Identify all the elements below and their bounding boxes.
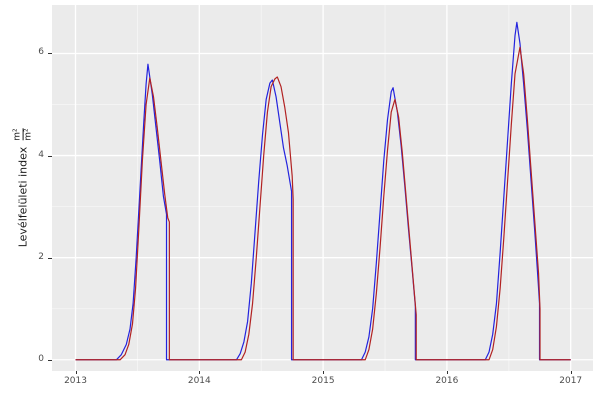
y-tick-mark — [48, 359, 52, 361]
y-axis-unit-fraction: m² m² — [12, 128, 34, 141]
y-tick-mark — [48, 53, 52, 55]
y-axis-title-content: Levélfelületi index m² m² — [12, 128, 34, 248]
x-tick-mark — [75, 371, 77, 374]
y-tick-label: 6 — [38, 47, 44, 58]
y-axis-title: Levélfelületi index m² m² — [2, 5, 44, 371]
unit-numerator: m² — [12, 128, 23, 141]
x-tick-label: 2015 — [311, 376, 335, 386]
x-tick-mark — [446, 371, 448, 374]
y-tick-mark — [48, 257, 52, 259]
x-tick-label: 2017 — [559, 376, 583, 386]
y-tick-mark — [48, 155, 52, 157]
y-tick-label: 4 — [38, 149, 44, 160]
x-tick-label: 2013 — [64, 376, 87, 386]
x-tick-label: 2016 — [435, 376, 459, 386]
chart-canvas — [52, 5, 593, 371]
plot-panel — [52, 5, 593, 371]
series-blue-line — [75, 21, 571, 361]
y-axis-title-text: Levélfelületi index — [16, 146, 30, 248]
x-tick-mark — [199, 371, 201, 374]
y-tick-label: 0 — [38, 353, 44, 364]
y-tick-label: 2 — [38, 251, 44, 262]
unit-denominator: m² — [22, 128, 34, 141]
x-tick-mark — [570, 371, 572, 374]
x-tick-label: 2014 — [187, 376, 211, 386]
series-red-line — [75, 46, 571, 361]
x-tick-mark — [323, 371, 325, 374]
